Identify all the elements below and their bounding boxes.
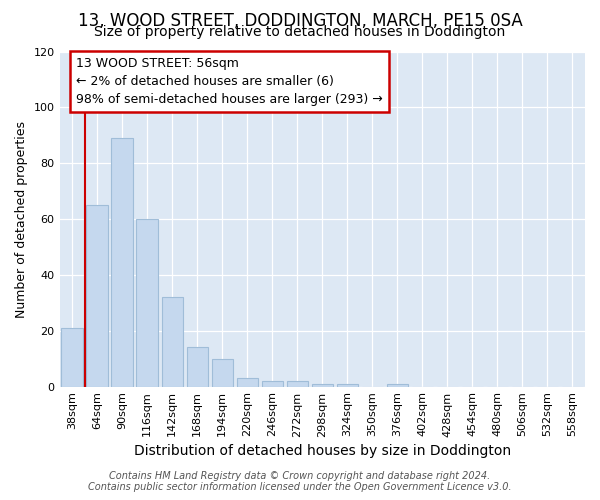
Bar bbox=[337, 384, 358, 386]
Bar bbox=[387, 384, 408, 386]
Text: 13 WOOD STREET: 56sqm
← 2% of detached houses are smaller (6)
98% of semi-detach: 13 WOOD STREET: 56sqm ← 2% of detached h… bbox=[76, 57, 383, 106]
Text: 13, WOOD STREET, DODDINGTON, MARCH, PE15 0SA: 13, WOOD STREET, DODDINGTON, MARCH, PE15… bbox=[77, 12, 523, 30]
Y-axis label: Number of detached properties: Number of detached properties bbox=[15, 120, 28, 318]
Bar bbox=[187, 348, 208, 387]
X-axis label: Distribution of detached houses by size in Doddington: Distribution of detached houses by size … bbox=[134, 444, 511, 458]
Text: Size of property relative to detached houses in Doddington: Size of property relative to detached ho… bbox=[94, 25, 506, 39]
Bar bbox=[61, 328, 83, 386]
Bar bbox=[136, 219, 158, 386]
Bar bbox=[161, 297, 183, 386]
Bar bbox=[236, 378, 258, 386]
Bar bbox=[287, 381, 308, 386]
Bar bbox=[262, 381, 283, 386]
Text: Contains HM Land Registry data © Crown copyright and database right 2024.
Contai: Contains HM Land Registry data © Crown c… bbox=[88, 471, 512, 492]
Bar bbox=[311, 384, 333, 386]
Bar bbox=[112, 138, 133, 386]
Bar bbox=[212, 358, 233, 386]
Bar bbox=[86, 205, 108, 386]
